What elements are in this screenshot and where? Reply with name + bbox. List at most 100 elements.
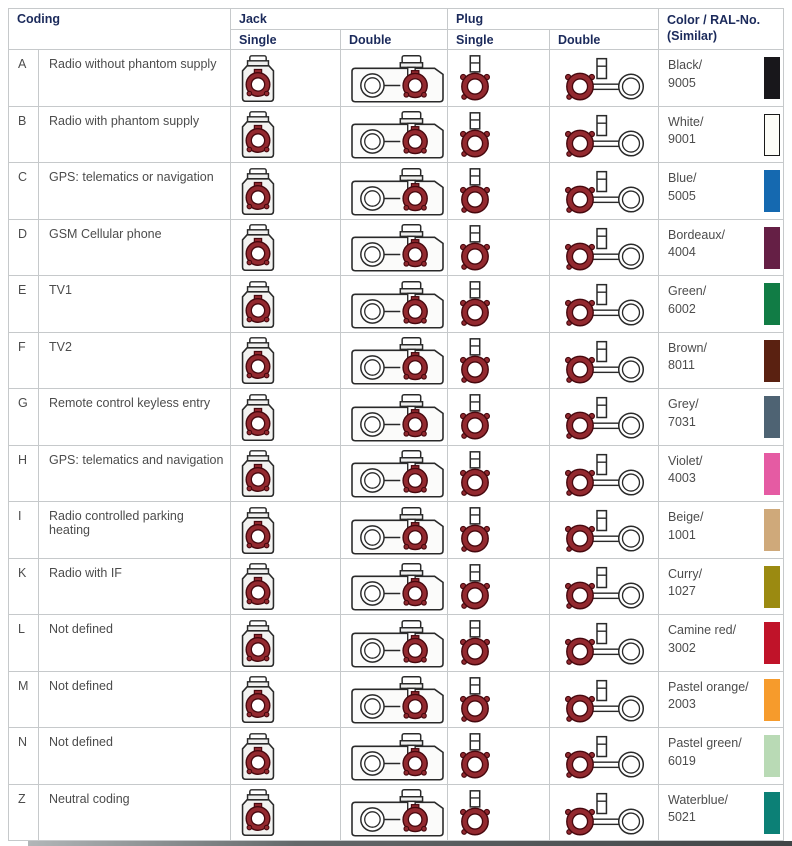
- plug-double-connector-icon: [557, 53, 654, 104]
- header-color-ral-line2: (Similar): [667, 28, 718, 43]
- jack-double-connector-icon: [348, 335, 447, 387]
- jack-double-connector-icon: [348, 109, 447, 161]
- table-row: E TV1 Green/ 6002: [8, 275, 785, 333]
- plug-double-cell: [549, 670, 660, 728]
- plug-single-cell: [447, 670, 551, 728]
- coding-description: Not defined: [37, 614, 232, 672]
- coding-description: Neutral coding: [37, 783, 232, 841]
- jack-double-cell: [340, 444, 449, 502]
- color-ral-cell: Black/ 9005: [658, 49, 785, 107]
- jack-single-cell: [230, 275, 342, 333]
- plug-double-connector-icon: [557, 618, 654, 669]
- coding-letter: E: [8, 275, 39, 333]
- coding-letter: K: [8, 557, 39, 615]
- ral-number: 6002: [668, 301, 696, 316]
- color-ral-cell: Pastel green/ 6019: [658, 727, 785, 785]
- jack-double-cell: [340, 331, 449, 389]
- jack-double-cell: [340, 218, 449, 276]
- jack-single-cell: [230, 444, 342, 502]
- coding-letter: C: [8, 162, 39, 220]
- color-name: Green/: [668, 284, 707, 298]
- header-jack-double: Double: [340, 29, 449, 50]
- color-swatch: [764, 226, 781, 269]
- color-name: Grey/: [668, 397, 699, 411]
- plug-single-cell: [447, 444, 551, 502]
- plug-single-cell: [447, 105, 551, 163]
- plug-single-cell: [447, 275, 551, 333]
- jack-single-connector-icon: [238, 166, 278, 218]
- coding-description: TV2: [37, 331, 232, 389]
- color-name: Pastel orange/: [668, 679, 749, 694]
- plug-single-cell: [447, 162, 551, 220]
- color-swatch: [764, 57, 781, 99]
- ral-number: 1027: [668, 584, 696, 599]
- ral-number: 4004: [668, 245, 696, 260]
- color-ral-cell: Pastel orange/ 2003: [658, 670, 785, 728]
- plug-single-connector-icon: [455, 675, 495, 726]
- plug-single-cell: [447, 614, 551, 672]
- ral-number: 6019: [668, 753, 696, 768]
- jack-double-cell: [340, 501, 449, 559]
- color-swatch: [764, 396, 781, 438]
- ral-number: 1001: [668, 527, 696, 542]
- ral-number: 4003: [668, 471, 696, 486]
- coding-rows: A Radio without phantom supply Black/ 90…: [8, 49, 785, 841]
- plug-double-connector-icon: [557, 675, 654, 726]
- table-row: G Remote control keyless entry Grey/ 703…: [8, 388, 785, 446]
- color-name: Pastel green/: [668, 736, 742, 750]
- plug-single-cell: [447, 783, 551, 841]
- plug-double-cell: [549, 783, 660, 841]
- jack-single-connector-icon: [238, 787, 278, 839]
- page-edge-shadow: [28, 841, 792, 846]
- table-row: N Not defined Pastel green/ 6019: [8, 727, 785, 785]
- color-swatch: [764, 509, 781, 551]
- table-row: K Radio with IF Curry/ 1027: [8, 557, 785, 615]
- plug-double-cell: [549, 162, 660, 220]
- coding-description: Not defined: [37, 670, 232, 728]
- header-jack: Jack: [230, 8, 449, 30]
- jack-single-connector-icon: [238, 674, 278, 726]
- plug-single-connector-icon: [455, 166, 495, 217]
- plug-single-connector-icon: [455, 788, 495, 839]
- coding-letter: N: [8, 727, 39, 785]
- plug-single-connector-icon: [455, 110, 495, 161]
- color-name: Black/: [668, 58, 703, 72]
- color-ral-cell: Green/ 6002: [658, 275, 785, 333]
- jack-single-cell: [230, 162, 342, 220]
- plug-single-connector-icon: [455, 731, 495, 782]
- plug-double-cell: [549, 388, 660, 446]
- jack-single-cell: [230, 614, 342, 672]
- jack-double-connector-icon: [348, 674, 447, 726]
- color-swatch: [764, 735, 781, 777]
- jack-single-cell: [230, 388, 342, 446]
- plug-single-cell: [447, 331, 551, 389]
- plug-double-connector-icon: [557, 788, 654, 839]
- header-color-ral-line1: Color / RAL-No.: [667, 13, 761, 27]
- jack-double-connector-icon: [348, 505, 447, 557]
- coding-description: Radio with phantom supply: [37, 105, 232, 163]
- table-row: C GPS: telematics or navigation Blue/ 50…: [8, 162, 785, 220]
- color-ral-cell: Violet/ 4003: [658, 444, 785, 502]
- plug-double-connector-icon: [557, 336, 654, 387]
- plug-double-cell: [549, 331, 660, 389]
- jack-double-connector-icon: [348, 392, 447, 444]
- coding-description: GSM Cellular phone: [37, 218, 232, 276]
- jack-double-connector-icon: [348, 731, 447, 783]
- plug-single-connector-icon: [455, 562, 495, 613]
- jack-double-cell: [340, 388, 449, 446]
- plug-single-connector-icon: [455, 505, 495, 556]
- jack-single-cell: [230, 331, 342, 389]
- plug-single-connector-icon: [455, 618, 495, 669]
- jack-double-cell: [340, 783, 449, 841]
- color-name: Bordeaux/: [668, 227, 725, 242]
- plug-single-cell: [447, 388, 551, 446]
- header-coding: Coding: [7, 8, 232, 50]
- plug-double-connector-icon: [557, 562, 654, 613]
- plug-single-connector-icon: [455, 392, 495, 443]
- coding-letter: A: [8, 49, 39, 107]
- jack-single-connector-icon: [238, 561, 278, 613]
- jack-single-cell: [230, 670, 342, 728]
- ral-number: 7031: [668, 414, 696, 429]
- coding-letter: G: [8, 388, 39, 446]
- color-name: Brown/: [668, 340, 707, 355]
